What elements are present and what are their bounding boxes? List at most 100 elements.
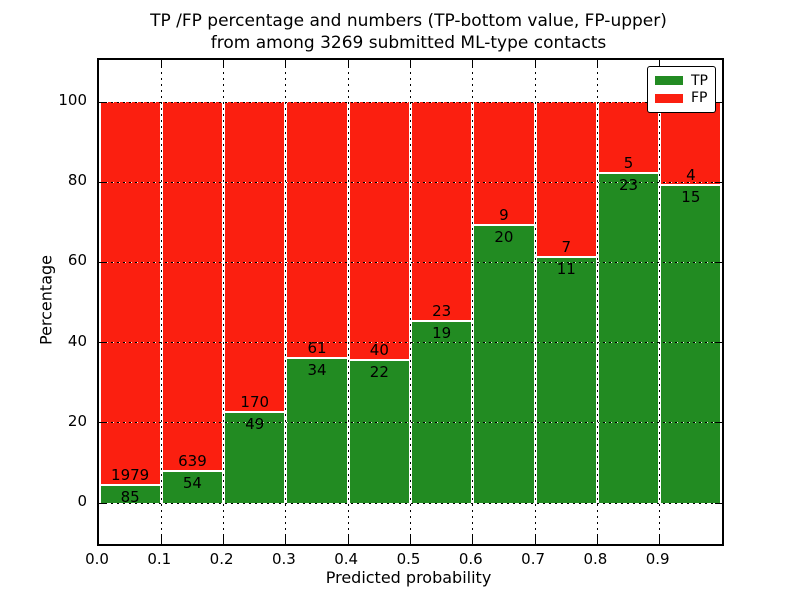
gridline-vertical [347, 60, 349, 544]
tp-count-label: 15 [681, 188, 701, 207]
x-tick-top [160, 60, 162, 68]
fp-count-label: 23 [432, 301, 452, 320]
fp-count-label: 7 [561, 237, 572, 256]
fp-count-label: 61 [307, 339, 327, 358]
bar-segment-fp [100, 102, 160, 487]
gridline-vertical [160, 60, 162, 544]
bar-segment-tp [661, 186, 721, 503]
y-tick-label: 20 [67, 411, 87, 430]
tp-count-label: 85 [120, 488, 140, 507]
x-tick-bottom [347, 536, 349, 544]
x-tick-bottom [160, 536, 162, 544]
x-tick-label: 0.1 [147, 550, 172, 568]
y-tick-label: 0 [77, 492, 87, 510]
x-tick-top [347, 60, 349, 68]
x-axis-label: Predicted probability [325, 568, 492, 587]
x-tick-bottom [410, 536, 411, 544]
gridline-vertical [285, 60, 287, 544]
x-tick-top [472, 60, 474, 68]
y-tick-left [99, 502, 106, 504]
y-tick-label: 80 [67, 171, 87, 190]
bar-segment-fp [162, 102, 223, 472]
bar-segment-fp [474, 102, 534, 227]
chart-title: TP /FP percentage and numbers (TP-bottom… [97, 10, 720, 54]
tp-count-label: 54 [182, 473, 202, 492]
bar-segment-tp [162, 471, 223, 503]
fp-count-label: 639 [178, 451, 207, 470]
bar-segment-fp [536, 102, 596, 258]
tp-count-label: 11 [556, 259, 576, 278]
gridline-vertical [659, 60, 661, 544]
gridline-vertical [410, 60, 411, 544]
bar-segment-fp [598, 102, 659, 174]
fp-count-label: 9 [499, 206, 509, 225]
x-tick-top [285, 60, 287, 68]
y-tick-left [99, 101, 106, 103]
y-tick-label: 60 [67, 251, 87, 270]
x-tick-label: 0.7 [521, 550, 546, 568]
bar-segment-tp [349, 360, 409, 503]
tp-count-label: 23 [618, 175, 639, 194]
tp-count-label: 49 [245, 415, 265, 434]
bar-segment-tp [598, 173, 659, 503]
gridline-vertical [534, 60, 536, 544]
fp-count-label: 40 [369, 340, 389, 359]
x-tick-label: 0.2 [209, 550, 234, 568]
y-tick-left [99, 422, 106, 424]
y-tick-right [715, 342, 722, 344]
x-tick-label: 0.3 [271, 550, 296, 568]
bar-segment-tp [225, 413, 285, 503]
x-tick-bottom [534, 536, 536, 544]
x-tick-label: 0.5 [396, 550, 421, 568]
x-tick-top [410, 60, 411, 68]
x-tick-bottom [285, 536, 287, 544]
legend-label-tp: TP [691, 72, 708, 89]
x-tick-label: 0.4 [334, 550, 359, 568]
tp-count-label: 20 [494, 228, 514, 247]
tp-legend-swatch-icon [655, 76, 683, 86]
y-tick-left [99, 261, 106, 263]
y-tick-left [99, 181, 106, 183]
fp-count-label: 5 [623, 153, 634, 172]
bar-segment-tp [100, 486, 160, 503]
y-tick-label: 40 [67, 331, 87, 350]
chart-title-line2: from among 3269 submitted ML-type contac… [210, 33, 607, 53]
legend: TP FP [647, 66, 716, 113]
y-tick-left [99, 342, 106, 344]
x-tick-bottom [659, 536, 661, 544]
bar-segment-tp [287, 359, 347, 503]
legend-entry-tp: TP [655, 74, 708, 88]
x-tick-label: 0.9 [645, 550, 670, 568]
plot-area: TP FP 1979 85 639 54 170 49 61 34 40 22 23 19 9 20 7 11… [97, 58, 724, 546]
gridline-vertical [472, 60, 474, 544]
bar-segment-fp [287, 102, 347, 360]
fp-count-label: 170 [240, 393, 270, 412]
y-tick-right [715, 101, 722, 103]
x-tick-bottom [596, 536, 598, 544]
x-tick-label: 0.6 [458, 550, 483, 568]
fp-count-label: 4 [686, 166, 696, 185]
x-tick-top [596, 60, 598, 68]
tp-count-label: 19 [432, 323, 452, 342]
x-tick-bottom [223, 536, 225, 544]
x-tick-label: 0.8 [583, 550, 608, 568]
tp-count-label: 22 [369, 362, 389, 381]
bar-segment-tp [412, 321, 472, 503]
fp-legend-swatch-icon [655, 93, 683, 103]
y-tick-right [715, 502, 722, 504]
legend-label-fp: FP [691, 90, 708, 107]
x-tick-bottom [472, 536, 474, 544]
chart-title-line1: TP /FP percentage and numbers (TP-bottom… [150, 11, 667, 31]
y-tick-right [715, 181, 722, 183]
x-tick-top [534, 60, 536, 68]
bar-segment-fp [661, 102, 721, 187]
legend-entry-fp: FP [655, 91, 708, 105]
gridline-vertical [596, 60, 598, 544]
fp-count-label: 1979 [111, 466, 150, 485]
bar-segment-tp [536, 257, 596, 503]
y-tick-label: 100 [58, 91, 87, 109]
gridline-vertical [223, 60, 225, 544]
x-tick-label: 0.0 [85, 550, 109, 568]
x-tick-top [223, 60, 225, 68]
